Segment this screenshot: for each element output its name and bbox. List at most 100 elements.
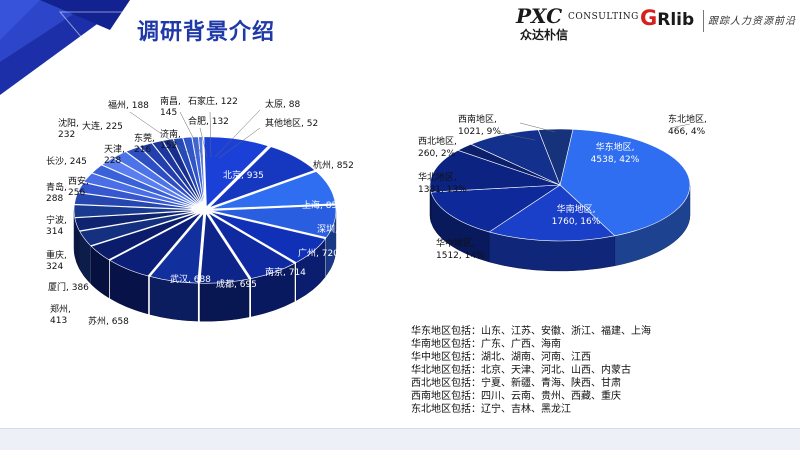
grlib-slogan: 跟踪人力资源前沿 bbox=[708, 16, 796, 27]
pie-slice-西南地区 bbox=[470, 129, 561, 186]
city-label-南京: 南京, 714 bbox=[265, 266, 306, 278]
city-label-厦门: 厦门, 386 bbox=[48, 281, 89, 293]
legend-line-central: 华中地区包括：湖北、湖南、河南、江西 bbox=[411, 352, 591, 363]
pie-slice-南昌 bbox=[162, 138, 204, 207]
city-label-成都: 成都, 695 bbox=[216, 278, 257, 290]
pie-slice-福州 bbox=[139, 142, 203, 208]
pie-slice-沈阳 bbox=[91, 164, 201, 209]
city-label-杭州: 杭州, 852 bbox=[313, 159, 354, 171]
legend-line-north: 华北地区包括：北京、天津、河北、山西、内蒙古 bbox=[411, 365, 631, 376]
city-label-重庆: 重庆, 324 bbox=[46, 249, 67, 272]
city-label-长沙: 长沙, 245 bbox=[46, 155, 87, 167]
city-label-郑州: 郑州, 413 bbox=[50, 303, 71, 326]
city-label-太原: 太原, 88 bbox=[265, 98, 300, 110]
pie-tops bbox=[73, 136, 337, 284]
pie-slice-苏州 bbox=[109, 212, 202, 277]
city-leader-lines bbox=[129, 109, 261, 159]
pie-slice-青岛 bbox=[74, 192, 200, 210]
region-label-东北地区: 东北地区, 466, 4% bbox=[668, 113, 707, 137]
pie-slice-郑州 bbox=[90, 211, 201, 261]
region-label-华北地区: 华北地区, 1381, 13% bbox=[418, 171, 467, 195]
legend-line-northeast: 东北地区包括：辽宁、吉林、黑龙江 bbox=[411, 404, 571, 415]
pie-slice-杭州 bbox=[208, 146, 316, 208]
pie-slice-济南 bbox=[151, 140, 204, 208]
city-label-苏州: 苏州, 658 bbox=[88, 315, 129, 327]
pie-slice-武汉 bbox=[149, 212, 204, 284]
leader-line-4 bbox=[214, 109, 261, 158]
pie-slice-成都 bbox=[199, 212, 250, 284]
region-leader-lines bbox=[499, 122, 691, 141]
city-label-福州: 福州, 188 bbox=[108, 99, 149, 111]
pie-slice-华中地区 bbox=[430, 184, 562, 233]
region-label-华南地区: 华南地区, 1760, 16% bbox=[552, 203, 601, 227]
pie-slice-重庆 bbox=[74, 210, 200, 232]
corner-triangle-dark bbox=[40, 0, 130, 30]
city-label-青岛: 青岛, 288 bbox=[46, 181, 67, 204]
pxc-logo: PXC bbox=[516, 4, 563, 28]
region-label-西南地区: 西南地区, 1021, 9% bbox=[458, 113, 501, 137]
city-label-大连: 大连, 225 bbox=[82, 120, 123, 132]
city-label-西安: 西安, 256 bbox=[68, 175, 89, 198]
pie-walls bbox=[73, 210, 337, 322]
legend-line-northwest: 西北地区包括：宁夏、新疆、青海、陕西、甘肃 bbox=[411, 378, 621, 389]
pxc-consulting-text: CONSULTING bbox=[568, 12, 639, 22]
leader-line-5 bbox=[218, 127, 261, 159]
leader-line-3 bbox=[209, 111, 212, 158]
pie-slice-天津 bbox=[101, 157, 201, 209]
pie-slice-华北地区 bbox=[429, 150, 561, 193]
pxc-chinese-name: 众达朴信 bbox=[520, 28, 569, 42]
footer-band bbox=[0, 429, 800, 450]
region-label-华东地区: 华东地区, 4538, 42% bbox=[591, 141, 640, 165]
pie-tops bbox=[429, 128, 691, 242]
corner-triangle-light bbox=[0, 0, 40, 40]
city-label-北京: 北京, 935 bbox=[223, 169, 264, 181]
pie-slice-深圳 bbox=[210, 204, 337, 238]
corner-triangle-outline bbox=[58, 11, 130, 53]
pie-slice-华南地区 bbox=[488, 184, 616, 242]
city-label-上海: 上海, 850 bbox=[302, 199, 343, 211]
city-label-沈阳: 沈阳, 232 bbox=[58, 117, 79, 140]
city-label-合肥: 合肥, 132 bbox=[188, 115, 229, 127]
pie-slice-东北地区 bbox=[537, 128, 574, 187]
city-label-天津: 天津, 228 bbox=[104, 144, 125, 166]
city-label-武汉: 武汉, 688 bbox=[170, 273, 211, 285]
city-label-东莞: 东莞, 216 bbox=[134, 132, 155, 155]
city-label-宁波: 宁波, 314 bbox=[46, 214, 67, 237]
page-title: 调研背景介绍 bbox=[137, 20, 276, 45]
logo-separator bbox=[703, 10, 704, 32]
region-labels: 华东地区, 4538, 42% 华南地区, 1760, 16% 华中地区, 1512, 1… bbox=[418, 113, 707, 261]
city-label-济南: 济南, 152 bbox=[160, 128, 181, 151]
leader-line-0 bbox=[129, 111, 197, 159]
pie-slice-宁波 bbox=[73, 204, 200, 218]
pie-slice-北京 bbox=[203, 136, 269, 208]
pie-slice-东莞 bbox=[125, 146, 202, 208]
grlib-text: Rlib bbox=[657, 10, 695, 30]
city-label-南昌: 南昌, 145 bbox=[160, 95, 181, 118]
legend-line-southwest: 西南地区包括：四川、云南、贵州、西藏、重庆 bbox=[411, 391, 621, 402]
leader-line-1 bbox=[179, 111, 204, 158]
region-label-华中地区: 华中地区, 1512, 14% bbox=[436, 237, 485, 261]
pie-slice-广州 bbox=[209, 211, 326, 263]
region-leader-0 bbox=[499, 132, 536, 141]
footer-divider bbox=[0, 428, 800, 429]
pie-slice-华东地区 bbox=[559, 128, 691, 237]
pie-slice-上海 bbox=[210, 171, 336, 210]
city-label-其他地区: 其他地区, 52 bbox=[265, 117, 318, 129]
pie-walls bbox=[429, 184, 691, 272]
legend-line-east: 华东地区包括：山东、江苏、安徽、浙江、福建、上海 bbox=[411, 326, 651, 337]
region-leader-2 bbox=[669, 123, 691, 129]
pie-slice-石家庄 bbox=[182, 136, 205, 207]
region-label-西北地区: 西北地区, 260, 2% bbox=[418, 135, 457, 159]
pie-slice-南京 bbox=[207, 212, 296, 279]
city-label-深圳: 深圳, 820 bbox=[317, 224, 358, 235]
legend-line-south: 华南地区包括：广东、广西、海南 bbox=[411, 339, 561, 350]
pie-slice-长沙 bbox=[83, 172, 200, 209]
city-labels: 北京, 935 杭州, 852 上海, 850 深圳, 820 广州, 720 南京, 7… bbox=[46, 95, 358, 327]
grlib-logo: GRlib bbox=[640, 6, 694, 30]
leader-line-2 bbox=[199, 127, 208, 158]
region-legend: 华东地区包括：山东、江苏、安徽、浙江、福建、上海 华南地区包括：广东、广西、海南… bbox=[411, 325, 651, 416]
pie-slice-合肥 bbox=[172, 137, 205, 207]
